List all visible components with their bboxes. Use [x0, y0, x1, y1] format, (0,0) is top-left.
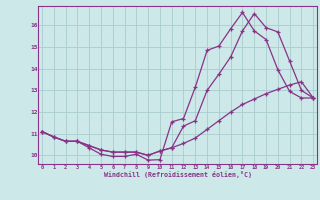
X-axis label: Windchill (Refroidissement éolien,°C): Windchill (Refroidissement éolien,°C)	[104, 171, 252, 178]
